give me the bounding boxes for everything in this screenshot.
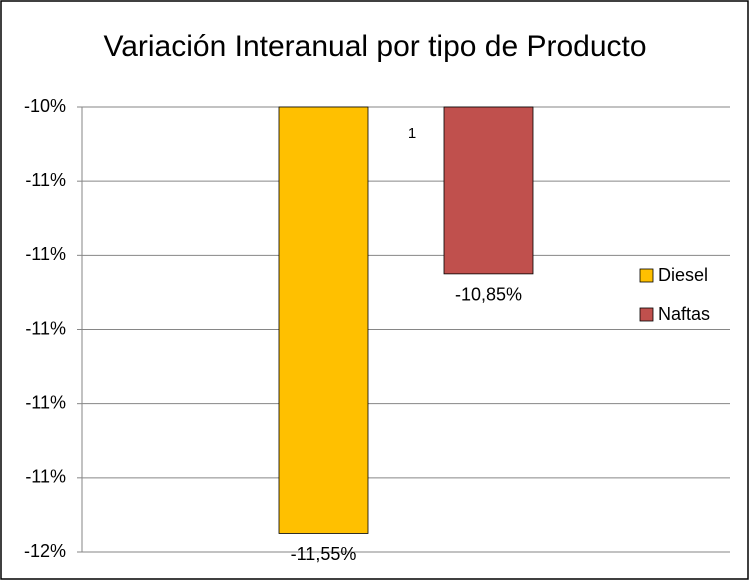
legend-label: Diesel [658,265,708,285]
y-tick-label: -12% [24,541,66,561]
data-label: -10,85% [455,285,522,305]
legend-swatch [639,307,654,322]
y-tick-label: -11% [25,318,66,338]
y-tick-label: -11% [25,392,66,412]
data-label: -11,55% [291,544,357,564]
bar [443,106,534,275]
x-tick-label: 1 [408,125,416,142]
y-tick-label: -11% [25,244,66,264]
bar [278,106,369,534]
legend-swatch [639,268,654,283]
legend-label: Naftas [658,304,710,324]
y-tick-label: -10% [24,96,66,116]
chart-title: Variación Interanual por tipo de Product… [103,30,646,63]
y-tick-label: -11% [25,467,66,487]
y-tick-label: -11% [25,170,66,190]
